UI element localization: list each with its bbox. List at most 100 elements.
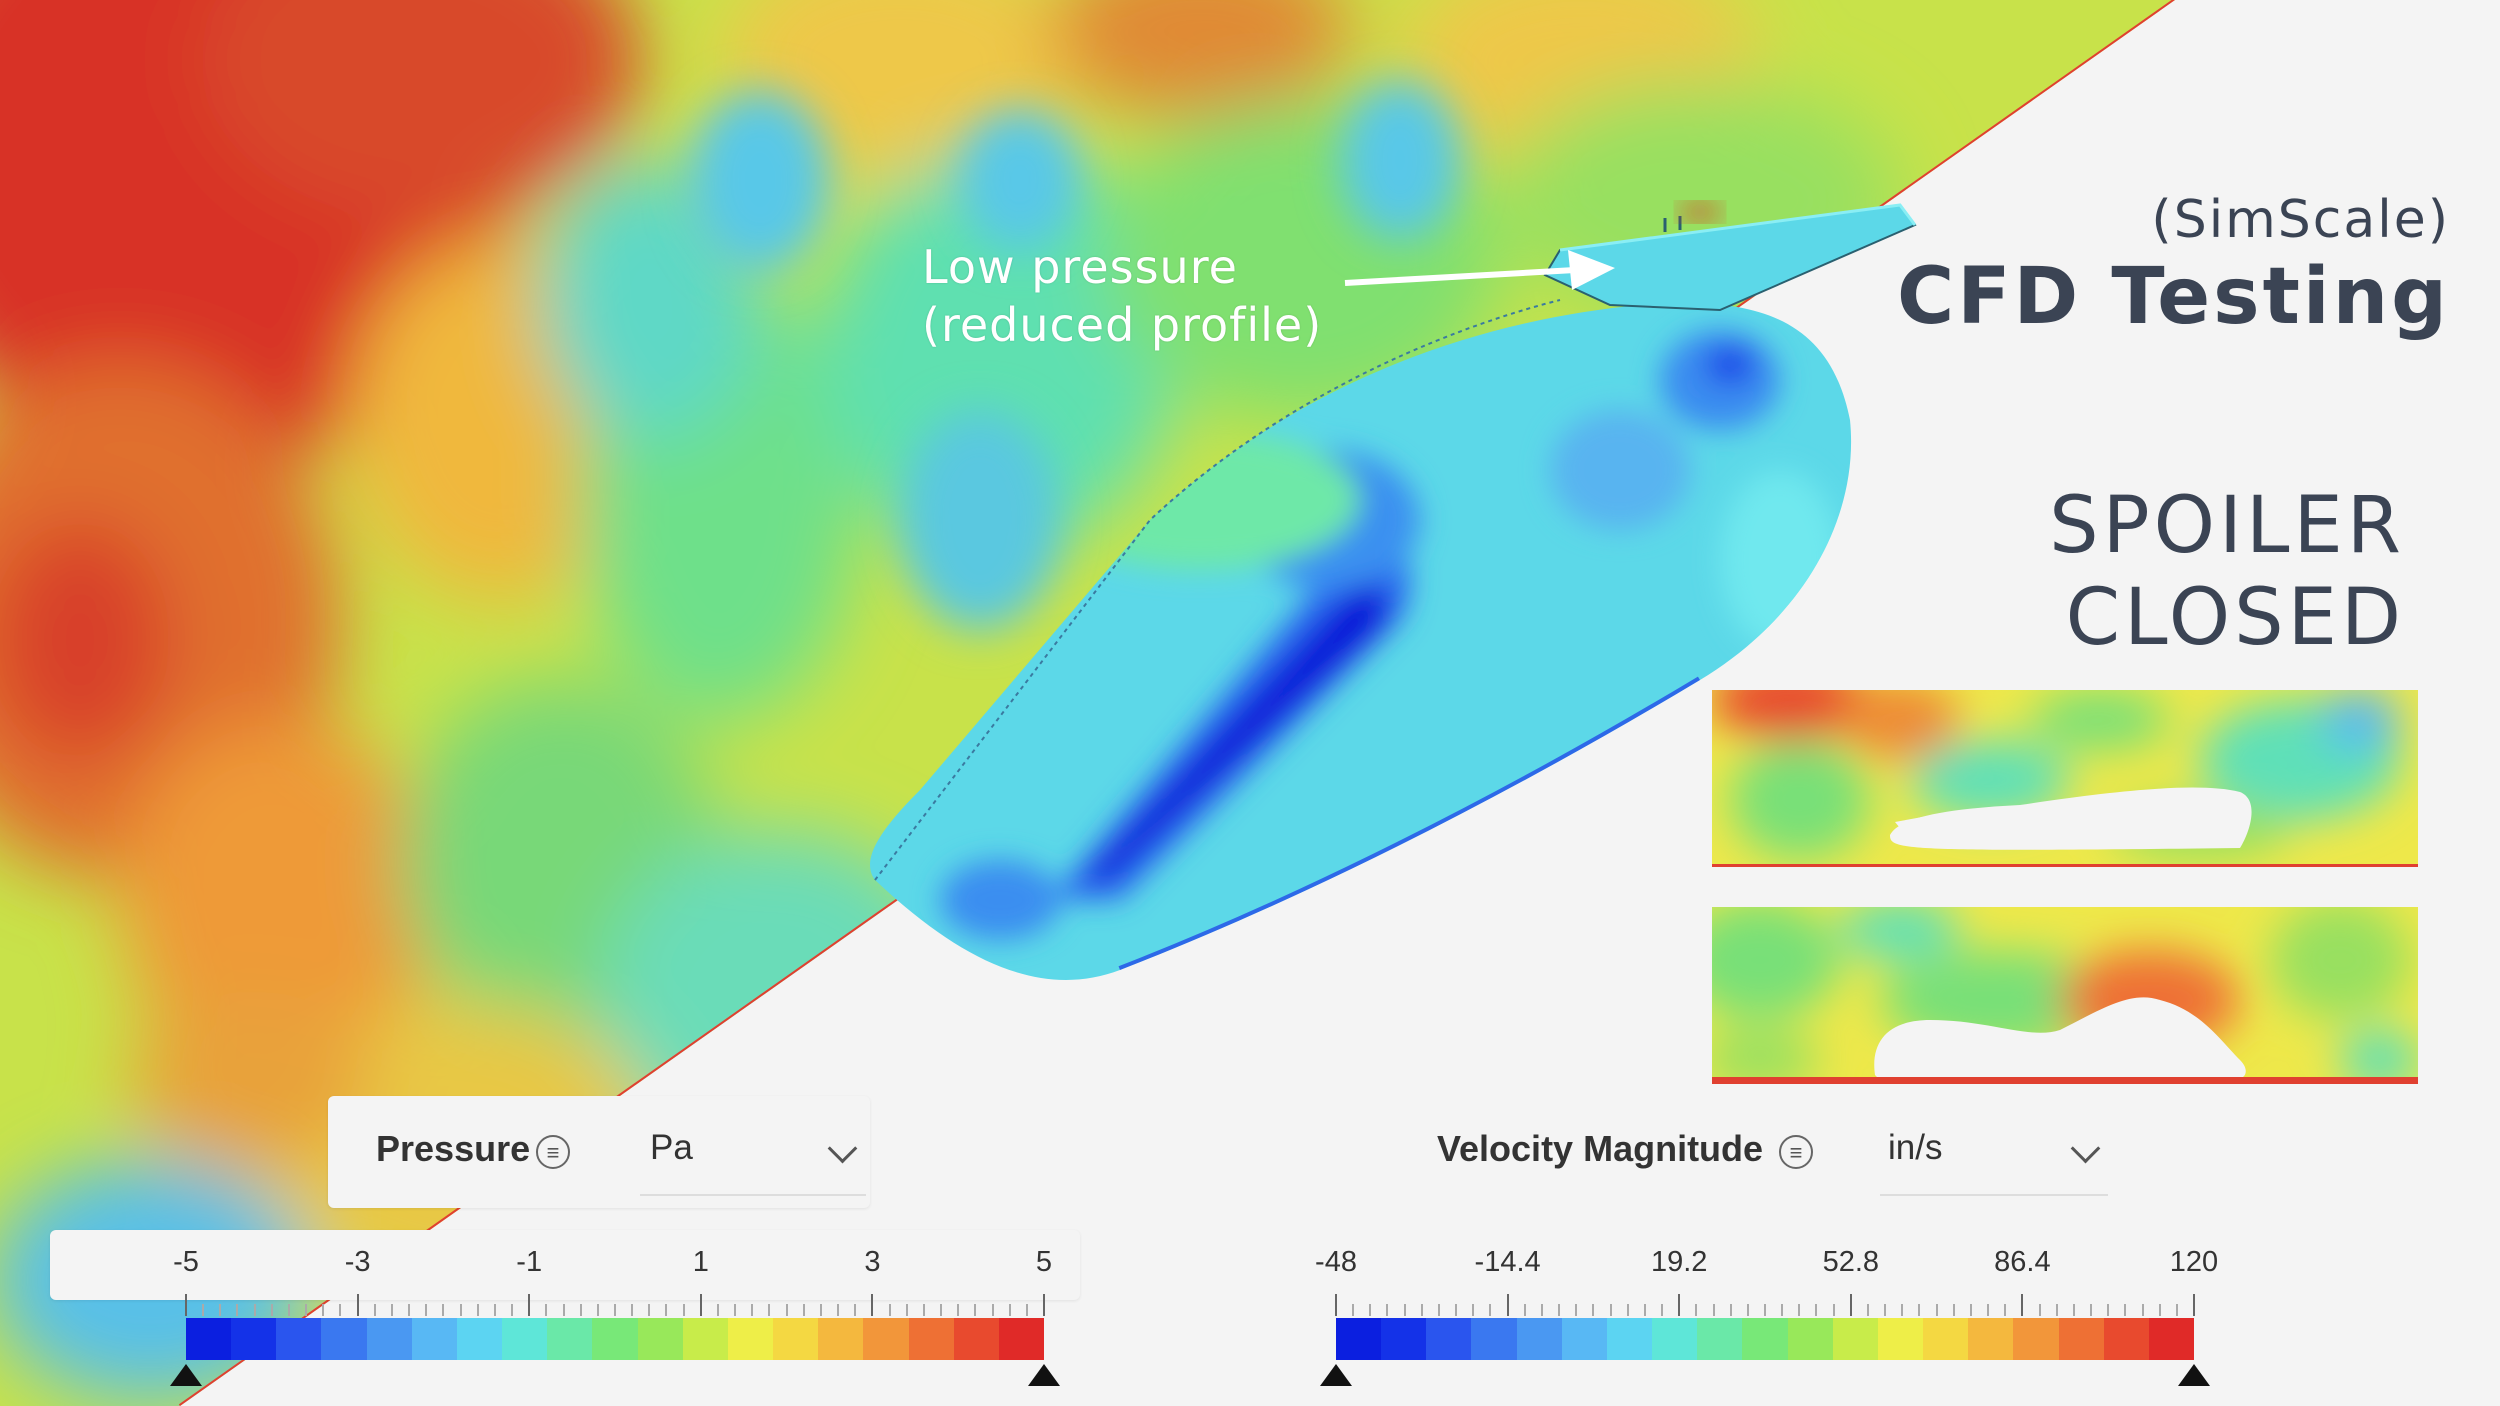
tick-mark (1335, 1294, 1337, 1316)
brand-label: (SimScale) (2151, 190, 2450, 250)
colorbar-segment (1561, 1318, 1607, 1360)
colorbar-segment (818, 1318, 864, 1360)
tick-mark (1815, 1304, 1818, 1316)
colorbar-segment (1832, 1318, 1878, 1360)
tick-label: 52.8 (1822, 1246, 1880, 1278)
annotation-line-1: Low pressure (922, 240, 1238, 294)
tick-mark (1849, 1294, 1852, 1316)
tick-mark (1884, 1304, 1887, 1316)
tick-mark (940, 1304, 943, 1316)
velocity-colorbar (1336, 1318, 2194, 1360)
tick-mark (476, 1304, 479, 1316)
colorbar-segment (186, 1318, 232, 1360)
colorbar-segment (637, 1318, 683, 1360)
colorbar-segment (231, 1318, 277, 1360)
pressure-label: Pressure (376, 1128, 531, 1169)
tick-mark (922, 1304, 925, 1316)
thumbnail-velocity-top (1712, 690, 2418, 864)
tick-mark (1901, 1304, 1904, 1316)
tick-mark (1025, 1304, 1028, 1316)
tick-mark (888, 1304, 891, 1316)
tick-mark (511, 1304, 514, 1316)
colorbar-segment (366, 1318, 412, 1360)
menu-circle-icon[interactable]: ≡ (1779, 1135, 1813, 1169)
thumbnail-frame-bottom (1712, 907, 2418, 1084)
tick-mark (1935, 1304, 1938, 1316)
tick-mark (2072, 1304, 2075, 1316)
tick-mark (1987, 1304, 1990, 1316)
low-pressure-annotation: Low pressure (reduced profile) (922, 238, 1322, 354)
velocity-unit-underline (1880, 1194, 2108, 1196)
tick-mark (1523, 1304, 1526, 1316)
colorbar-segment (456, 1318, 503, 1360)
spoiler-state: SPOILER CLOSED (2049, 480, 2405, 664)
tick-mark (648, 1304, 651, 1316)
tick-mark (1352, 1304, 1355, 1316)
colorbar-segment (547, 1318, 593, 1360)
tick-mark (253, 1304, 256, 1316)
tick-mark (390, 1304, 393, 1316)
tick-mark (2090, 1304, 2093, 1316)
tick-mark (579, 1304, 582, 1316)
tick-mark (236, 1304, 239, 1316)
thumbnail-frame-top (1712, 690, 2418, 867)
tick-mark (562, 1304, 565, 1316)
triangle-marker-icon[interactable] (1320, 1364, 1352, 1386)
tick-mark (631, 1304, 634, 1316)
pressure-unit-select[interactable]: Pa (650, 1128, 693, 1167)
tick-mark (802, 1304, 805, 1316)
tick-mark (1746, 1304, 1749, 1316)
tick-mark (356, 1294, 359, 1316)
colorbar-segment (908, 1318, 954, 1360)
tick-label: 1 (692, 1246, 709, 1278)
colorbar-segment (1606, 1318, 1653, 1360)
velocity-unit-select[interactable]: in/s (1888, 1128, 1943, 1167)
colorbar-segment (1426, 1318, 1472, 1360)
page-title: CFD Testing (1897, 252, 2450, 342)
tick-mark (185, 1294, 187, 1316)
tick-label: 120 (2169, 1246, 2219, 1278)
tick-mark (1592, 1304, 1595, 1316)
colorbar-segment (1968, 1318, 2014, 1360)
tick-mark (1043, 1294, 1045, 1316)
colorbar-segment (1652, 1318, 1698, 1360)
colorbar-segment (2148, 1318, 2194, 1360)
tick-mark (1695, 1304, 1698, 1316)
triangle-marker-icon[interactable] (170, 1364, 202, 1386)
colorbar-segment (1336, 1318, 1382, 1360)
tick-mark (1420, 1304, 1423, 1316)
colorbar-segment (953, 1318, 999, 1360)
tick-mark (751, 1304, 754, 1316)
tick-mark (837, 1304, 840, 1316)
colorbar-segment (592, 1318, 638, 1360)
tick-mark (373, 1304, 376, 1316)
tick-mark (1918, 1304, 1921, 1316)
thumbnail-pressure-bottom (1712, 907, 2418, 1081)
colorbar-segment (1923, 1318, 1969, 1360)
state-line-2: CLOSED (2065, 573, 2405, 663)
colorbar-segment (1697, 1318, 1743, 1360)
tick-mark (339, 1304, 342, 1316)
colorbar-segment (773, 1318, 819, 1360)
tick-mark (991, 1304, 994, 1316)
tick-mark (2055, 1304, 2058, 1316)
tick-mark (1626, 1304, 1629, 1316)
colorbar-segment (1381, 1318, 1427, 1360)
tick-mark (854, 1304, 857, 1316)
colorbar-segment (2058, 1318, 2104, 1360)
triangle-marker-icon[interactable] (1028, 1364, 1060, 1386)
colorbar-segment (727, 1318, 774, 1360)
tick-mark (2004, 1304, 2007, 1316)
tick-mark (768, 1304, 771, 1316)
velocity-tickmarks (1335, 1294, 2195, 1316)
tick-mark (1506, 1294, 1509, 1316)
colorbar-segment (2013, 1318, 2059, 1360)
tick-label: -48 (1315, 1246, 1357, 1278)
menu-circle-icon[interactable]: ≡ (536, 1135, 570, 1169)
tick-mark (1969, 1304, 1972, 1316)
pressure-legend-header (328, 1096, 870, 1208)
tick-mark (1781, 1304, 1784, 1316)
triangle-marker-icon[interactable] (2178, 1364, 2210, 1386)
colorbar-segment (682, 1318, 728, 1360)
pressure-colorbar (186, 1318, 1044, 1360)
